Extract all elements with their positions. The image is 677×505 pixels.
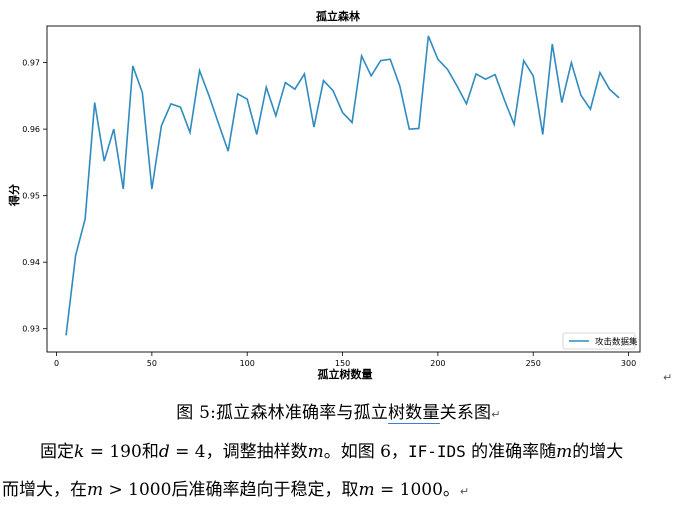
x-tick-label: 150: [335, 359, 350, 368]
text-segment: 的准确率随: [465, 442, 557, 462]
x-tick-label: 200: [430, 359, 445, 368]
plot-frame: [46, 25, 641, 353]
math-d: d: [158, 442, 170, 462]
x-tick-label: 300: [621, 359, 636, 368]
return-mark: ↵: [491, 408, 501, 421]
accuracy-line-chart: 孤立森林 0 50 100 150 200 250 3000.930.940.950.960…: [7, 9, 641, 381]
text-segment: 固定: [40, 442, 74, 462]
paragraph-line-2: 而增大，在m > 1000后准确率趋向于稳定，取m = 1000。↵: [2, 475, 677, 500]
legend-label: 攻击数据集: [595, 337, 638, 348]
x-tick-label: 100: [240, 359, 255, 368]
math-gt: > 1000: [103, 480, 172, 500]
x-tick-label: 250: [526, 359, 541, 368]
x-tick-label: 0: [54, 359, 59, 368]
y-axis-label: 得分: [7, 184, 21, 207]
y-tick-label: 0.95: [22, 192, 40, 201]
text-segment: 的增大: [572, 442, 624, 462]
text-segment: 。如图 6，: [323, 442, 408, 462]
text-segment: ，调整抽样数: [205, 442, 308, 462]
series-line: [65, 35, 620, 336]
caption-prefix: 图 5:孤立森林准确率与孤立: [176, 403, 389, 423]
ifids-term: IF-IDS: [407, 442, 466, 461]
y-tick-label: 0.93: [22, 325, 40, 334]
chart-title: 孤立森林: [316, 9, 360, 23]
text-segment: 后准确率趋向于稳定，取: [171, 480, 359, 500]
text-segment: 和: [141, 442, 159, 462]
math-eq: = 4: [169, 442, 206, 462]
return-mark: ↵: [663, 371, 673, 384]
math-m: m: [556, 442, 573, 462]
y-tick-label: 0.94: [22, 258, 40, 267]
math-eq: = 1000: [374, 480, 443, 500]
tick-labels: 0 50 100 150 200 250 300 0.93 0.94 0.95 0.96 0.97: [22, 59, 636, 368]
y-tick-label: 0.96: [22, 125, 40, 134]
return-mark: ↵: [459, 485, 470, 498]
x-tick-label: 50: [147, 359, 157, 368]
math-eq: = 190: [84, 442, 142, 462]
paragraph-line-1: 固定k = 190和d = 4，调整抽样数m。如图 6，IF-IDS 的准确率随…: [40, 437, 677, 462]
x-axis-label: 孤立树数量: [318, 367, 373, 381]
math-m: m: [307, 442, 324, 462]
math-m: m: [87, 480, 104, 500]
figure-caption: 图 5:孤立森林准确率与孤立树数量关系图↵: [0, 398, 677, 424]
text-segment: 而增大，在: [2, 480, 87, 500]
caption-suffix: 关系图: [439, 403, 492, 423]
y-tick-label: 0.97: [22, 59, 40, 68]
math-m: m: [358, 480, 375, 500]
legend-box: [562, 332, 636, 350]
text-segment: 。: [442, 480, 460, 500]
math-k: k: [74, 442, 85, 462]
axis-ticks: [43, 62, 629, 356]
legend: 攻击数据集: [562, 332, 638, 350]
caption-underlined: 树数量: [388, 403, 440, 424]
